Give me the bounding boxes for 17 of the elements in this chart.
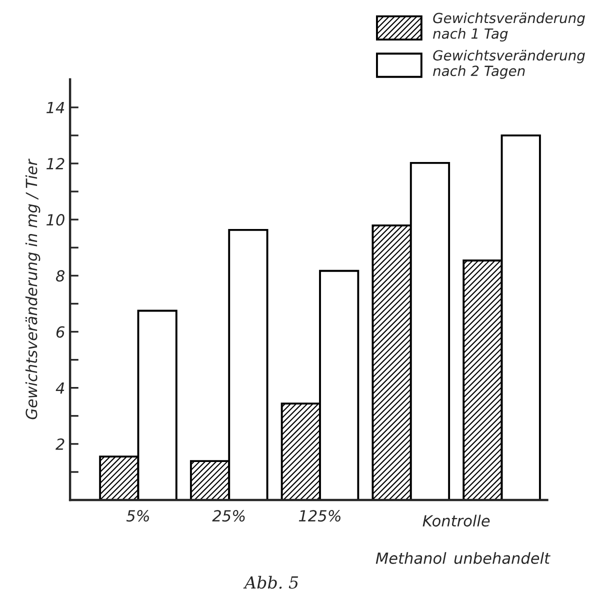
x-tick-label: Methanol [376,552,446,564]
y-tick-label: 2 [56,438,64,450]
caption: Abb. 5 [243,576,298,589]
legend-label: Gewichtsveränderung nach 2 Tagen [433,50,585,79]
y-tick-label: 12 [46,158,64,170]
x-tick-label: unbehandelt [454,552,551,564]
y-tick-label: 14 [46,102,64,114]
y-tick-label: 4 [56,382,64,394]
y-tick-label: 8 [56,270,65,282]
text: Kontrolle [422,514,490,527]
y-tick-label: 6 [56,326,65,338]
y-axis-title: Gewichtsveränderung in mg / Tier [25,158,40,420]
x-tick-label: 125% [298,510,340,522]
x-tick-label: 25% [212,510,245,522]
x-tick-label: 5% [126,510,149,522]
legend-label: Gewichtsveränderung nach 1 Tag [433,12,585,42]
y-tick-label: 10 [46,214,64,226]
